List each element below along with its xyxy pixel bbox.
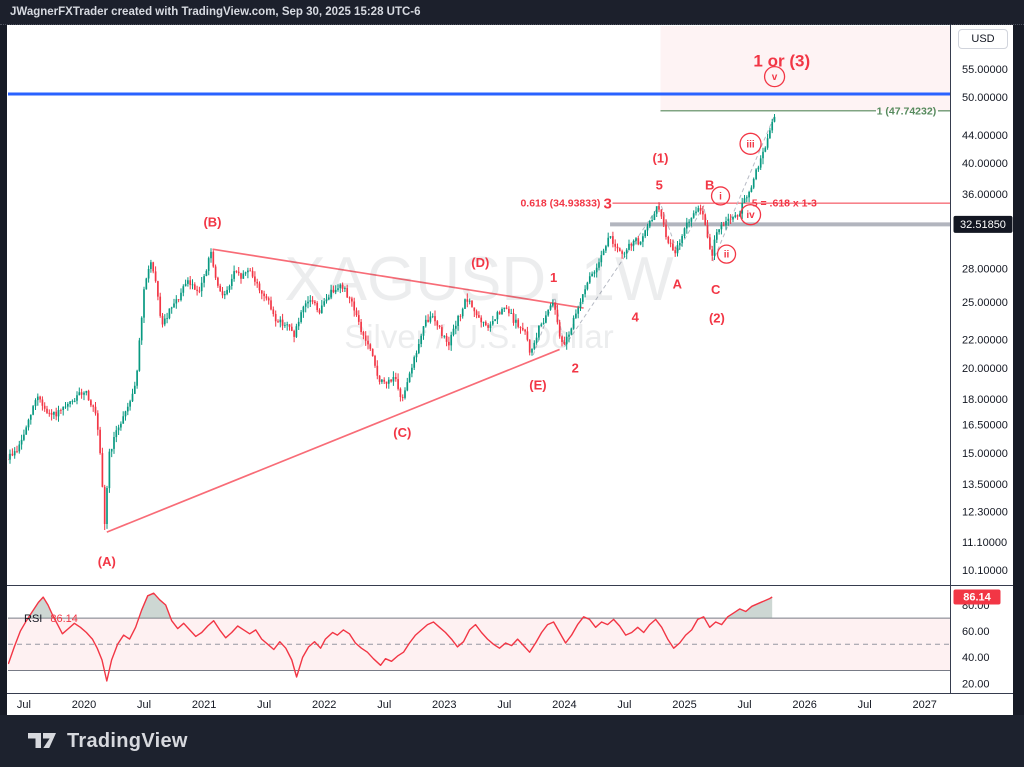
price-tick: 36.00000	[962, 189, 1008, 201]
time-tick: Jul	[377, 699, 391, 711]
chart-canvas: XAGUSD, 1W Silver / U.S. Dollar (A) (B) (C) (…	[7, 25, 1013, 715]
time-tick: 2025	[672, 699, 696, 711]
currency-toggle-button[interactable]: USD	[958, 29, 1008, 49]
wave-circle	[710, 186, 731, 206]
time-axis[interactable]: Jul 2020 Jul 2021 Jul 2022 Jul 2023 Jul 2024 Jul 20…	[17, 699, 937, 711]
price-tick: 22.00000	[962, 335, 1008, 347]
wave-label: 3	[603, 196, 611, 213]
trendline-triangle-upper[interactable]	[212, 248, 584, 309]
wave-label: (E)	[529, 377, 546, 392]
time-tick: 2027	[912, 699, 936, 711]
time-tick: 2020	[72, 699, 96, 711]
price-tick: 40.00000	[962, 158, 1008, 170]
rsi-value-text: 86.14	[963, 591, 991, 603]
price-tick: 10.10000	[962, 565, 1008, 577]
wave-circle	[739, 132, 762, 155]
attribution-text: JWagnerFXTrader created with TradingView…	[10, 6, 421, 18]
wave-label-circled: iv	[746, 210, 755, 221]
rsi-value-label	[953, 589, 1001, 605]
wave-label: B	[705, 177, 714, 192]
tradingview-brand[interactable]: TradingView	[67, 729, 188, 752]
price-tick: 18.00000	[962, 394, 1008, 406]
time-tick: Jul	[17, 699, 31, 711]
price-tick: 20.00000	[962, 363, 1008, 375]
target-zone-box	[660, 26, 951, 111]
price-tick: 55.00000	[962, 64, 1008, 76]
time-tick: Jul	[497, 699, 511, 711]
time-tick: Jul	[257, 699, 271, 711]
rsi-tick: 40.00	[962, 652, 990, 664]
attribution-bar: JWagnerFXTrader created with TradingView…	[0, 0, 1024, 25]
time-tick: 2024	[552, 699, 576, 711]
rsi-pane-header: RSI 86.14	[24, 613, 78, 625]
price-tick: 15.00000	[962, 448, 1008, 460]
price-tick: 50.00000	[962, 92, 1008, 104]
last-price-text: 32.51850	[960, 219, 1006, 231]
wave-label-circled: ii	[724, 250, 730, 261]
line-annotation: 1 (47.74232)	[877, 105, 937, 117]
wave-label: (1)	[653, 151, 669, 166]
wave-label: 5	[656, 177, 663, 192]
price-axis[interactable]: 55.00000 50.00000 44.00000 40.00000 36.00000…	[953, 64, 1013, 691]
wave-label: C	[711, 282, 721, 297]
wave-circle	[716, 244, 737, 264]
rsi-line	[8, 592, 773, 682]
wave-label: 4	[632, 309, 640, 324]
tradingview-logo-icon[interactable]	[27, 728, 57, 754]
time-tick: Jul	[738, 699, 752, 711]
time-tick: Jul	[617, 699, 631, 711]
wave-circle	[763, 65, 786, 88]
time-tick: 2021	[192, 699, 216, 711]
time-tick: 2026	[792, 699, 816, 711]
wave-label: A	[673, 276, 683, 291]
price-tick: 25.00000	[962, 297, 1008, 309]
trendline-triangle-lower[interactable]	[106, 348, 560, 533]
tradingview-footer: TradingView	[0, 715, 1024, 767]
line-annotation: 5 = .618 x 1-3	[752, 198, 817, 210]
wave-label: (2)	[709, 311, 725, 326]
time-tick: 2023	[432, 699, 456, 711]
line-annotation: 0.618 (34.93833)	[520, 198, 600, 210]
wave-label: (B)	[203, 214, 221, 229]
time-tick: 2022	[312, 699, 336, 711]
pane-separators	[7, 25, 1013, 694]
wave-label-circled: i	[719, 191, 722, 202]
wave-label: 1	[550, 270, 557, 285]
wave-label: 1 or (3)	[753, 52, 810, 71]
price-tick: 28.00000	[962, 263, 1008, 275]
price-tick: 11.10000	[962, 537, 1007, 549]
wave-label: (D)	[471, 255, 489, 270]
rsi-indicator-label[interactable]: RSI	[24, 613, 43, 625]
time-tick: Jul	[137, 699, 151, 711]
wave-label: (C)	[393, 425, 411, 440]
wave-circle	[739, 204, 762, 226]
rsi-tick: 20.00	[962, 678, 990, 690]
price-tick: 16.50000	[962, 420, 1008, 432]
wave-label-circled: iii	[746, 139, 755, 150]
wave-label-circled: v	[772, 72, 778, 83]
wave-label: 2	[572, 361, 579, 376]
rsi-pane	[8, 592, 951, 682]
time-tick: Jul	[858, 699, 872, 711]
price-tick: 12.30000	[962, 507, 1008, 519]
price-tick: 13.50000	[962, 479, 1008, 491]
rsi-value: 86.14	[50, 613, 78, 625]
wave-label: (A)	[98, 554, 116, 569]
last-price-label	[953, 215, 1013, 233]
price-tick: 44.00000	[962, 130, 1008, 142]
rsi-tick: 60.00	[962, 626, 990, 638]
